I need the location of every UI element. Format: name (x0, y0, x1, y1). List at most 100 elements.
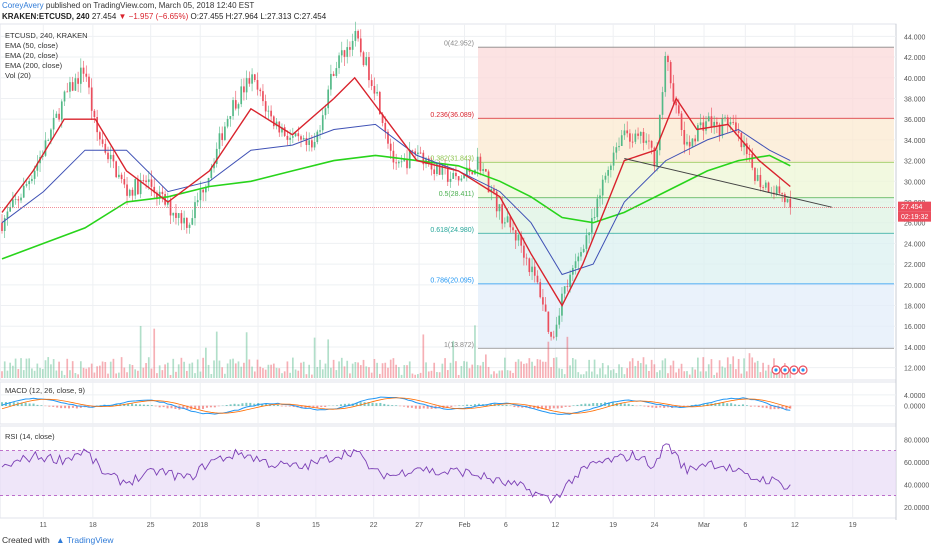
volume-bar (330, 367, 332, 378)
volume-bar (332, 359, 335, 378)
macd-label[interactable]: MACD (12, 26, close, 9) (5, 386, 86, 395)
candle-body (637, 133, 639, 136)
price-tick-label: 32.000 (904, 159, 926, 166)
candle-body (221, 133, 224, 141)
volume-bar (131, 364, 134, 378)
volume-bar (145, 363, 147, 378)
legend-item-ema200[interactable]: EMA (200, close) (5, 61, 63, 70)
candle-body (17, 199, 20, 201)
candle-body (438, 162, 441, 175)
legend-item-ema20[interactable]: EMA (20, close) (5, 51, 58, 60)
tradingview-logo[interactable]: ▲ TradingView (56, 535, 114, 545)
volume-bar (300, 362, 302, 378)
macd-histogram-bar (249, 402, 252, 407)
fib-zone (478, 47, 894, 119)
candle-body (781, 193, 783, 195)
macd-histogram-bar (146, 404, 149, 407)
volume-bar (126, 372, 128, 378)
macd-histogram-bar (40, 405, 43, 407)
macd-histogram-bar (336, 405, 339, 407)
candle-body (449, 178, 452, 182)
volume-bar (205, 347, 207, 378)
volume-bar (191, 362, 194, 378)
macd-histogram-bar (588, 403, 591, 407)
macd-histogram-bar (714, 402, 717, 407)
macd-histogram-bar (466, 404, 469, 407)
volume-bar (338, 361, 340, 378)
volume-bar (626, 368, 629, 378)
volume-bar (373, 358, 376, 378)
volume-bar (115, 373, 118, 378)
author-link[interactable]: CoreyAvery (2, 1, 44, 10)
candle-body (253, 74, 256, 81)
time-tick-label: Mar (698, 522, 711, 529)
volume-bar (79, 361, 82, 378)
candle-body (525, 257, 528, 259)
volume-bar (31, 368, 33, 378)
candle-body (142, 179, 145, 181)
candle-body (199, 189, 202, 201)
candle-body (191, 218, 194, 225)
volume-bar (55, 370, 58, 378)
volume-bar (25, 358, 28, 378)
macd-histogram-bar (572, 405, 575, 407)
candle-body (563, 286, 566, 294)
volume-bar (686, 371, 688, 378)
candle-body (536, 275, 539, 283)
volume-bar (58, 361, 60, 378)
candle-body (194, 202, 196, 219)
macd-histogram-bar (505, 404, 508, 407)
candle-body (688, 141, 691, 147)
price-tick-label: 26.000 (904, 221, 926, 228)
event-flags[interactable] (771, 365, 808, 375)
rsi-tick-label: 40.0000 (904, 482, 929, 489)
candle-body (248, 78, 251, 84)
candle-body (316, 131, 319, 142)
candle-body (180, 213, 183, 224)
trendline[interactable] (624, 158, 832, 208)
volume-bar (735, 369, 737, 378)
price-tick-label: 44.000 (904, 34, 926, 41)
time-tick-label: 2018 (192, 522, 208, 529)
candle-body (482, 169, 484, 171)
legend-item-ema50[interactable]: EMA (50, close) (5, 41, 58, 50)
candle-body (574, 261, 577, 268)
candle-body (120, 174, 123, 180)
volume-bar (436, 372, 438, 378)
volume-bar (243, 362, 245, 378)
macd-histogram-bar (68, 405, 71, 409)
macd-histogram-bar (387, 404, 390, 407)
volume-bar (607, 365, 610, 378)
rsi-label[interactable]: RSI (14, close) (5, 432, 55, 441)
volume-bar (512, 372, 514, 378)
candle-body (406, 158, 408, 169)
candle-body (547, 311, 550, 332)
macd-histogram-bar (241, 403, 244, 407)
candle-body (52, 117, 55, 130)
volume-bar (498, 370, 501, 378)
macd-histogram-bar (473, 404, 476, 407)
candle-body (691, 138, 694, 147)
volume-bar (620, 367, 623, 378)
volume-bar (36, 363, 39, 378)
candle-body (610, 165, 612, 170)
volume-bar (272, 363, 275, 378)
volume-bar (311, 374, 313, 378)
volume-bar (580, 374, 582, 378)
candle-body (748, 154, 751, 155)
candle-body (172, 212, 175, 216)
macd-histogram-bar (757, 405, 760, 408)
fibonacci-retracement[interactable]: 0(42.952) 0.236(36.089) 0.382(31.843) 0.5(2… (430, 41, 894, 349)
price-tick-label: 40.000 (904, 76, 926, 83)
volume-bar (737, 358, 740, 378)
volume-bar (514, 361, 517, 378)
candle-body (351, 40, 354, 50)
candle-body (520, 234, 523, 246)
legend-item-vol[interactable]: Vol (20) (5, 71, 31, 80)
time-tick-label: 8 (256, 522, 260, 529)
candle-body (506, 216, 509, 223)
macd-histogram-bar (458, 405, 461, 407)
legend-title[interactable]: ETCUSD, 240, KRAKEN (5, 31, 88, 40)
volume-bar (699, 371, 702, 378)
